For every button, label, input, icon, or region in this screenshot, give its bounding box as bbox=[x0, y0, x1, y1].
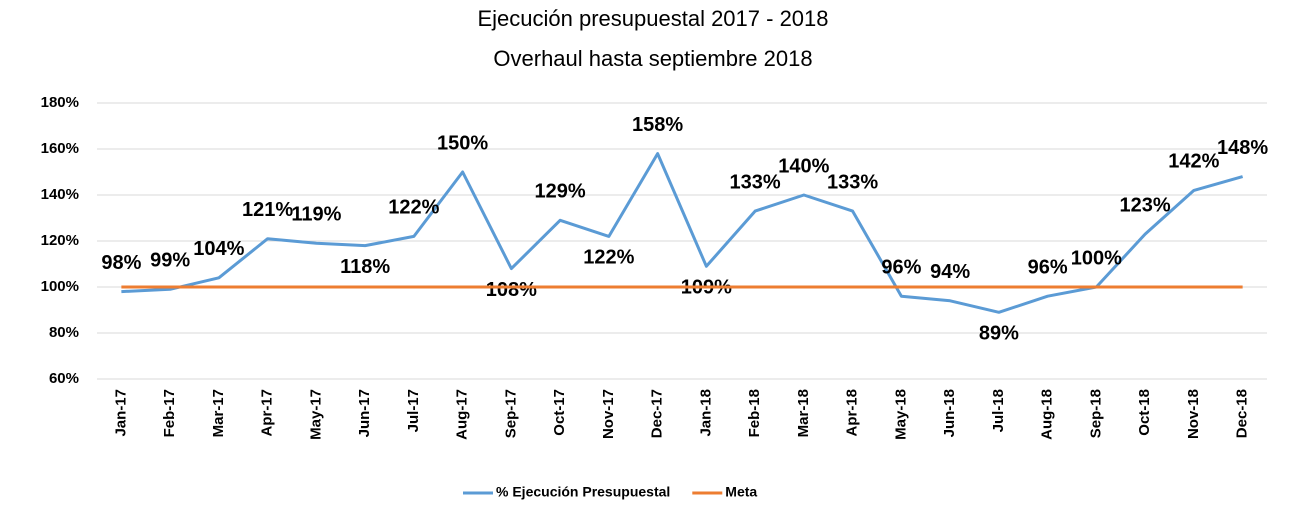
x-tick-label: Mar-18 bbox=[795, 389, 812, 437]
x-tick-label: Oct-17 bbox=[551, 389, 568, 436]
x-tick-label: Jul-18 bbox=[990, 389, 1007, 432]
data-label: 104% bbox=[193, 238, 244, 260]
x-tick-label: Dec-17 bbox=[649, 389, 666, 438]
y-tick-label: 100% bbox=[41, 278, 79, 295]
data-label: 140% bbox=[778, 155, 829, 177]
data-label: 122% bbox=[388, 197, 439, 219]
data-label: 118% bbox=[340, 256, 390, 278]
x-tick-label: Jan-17 bbox=[112, 389, 129, 437]
x-tick-label: Jun-18 bbox=[941, 389, 958, 437]
x-tick-label: Feb-18 bbox=[746, 389, 763, 437]
data-label: 96% bbox=[881, 256, 921, 278]
y-tick-label: 120% bbox=[41, 232, 79, 249]
x-tick-label: Feb-17 bbox=[161, 389, 178, 437]
data-label: 99% bbox=[150, 250, 190, 272]
data-label: 100% bbox=[1071, 247, 1122, 269]
x-tick-label: Jun-17 bbox=[356, 389, 373, 437]
data-label: 158% bbox=[632, 114, 683, 136]
x-tick-label: Apr-18 bbox=[844, 389, 861, 437]
data-label: 122% bbox=[583, 247, 634, 269]
x-tick-label: Sep-18 bbox=[1087, 389, 1104, 438]
x-tick-label: Sep-17 bbox=[502, 389, 519, 438]
y-tick-label: 140% bbox=[41, 186, 79, 203]
x-tick-label: Mar-17 bbox=[210, 389, 227, 437]
data-label: 123% bbox=[1120, 194, 1171, 216]
y-tick-label: 80% bbox=[49, 324, 79, 341]
x-tick-label: Dec-18 bbox=[1234, 389, 1251, 438]
data-label: 129% bbox=[535, 181, 586, 203]
chart-subtitle: Overhaul hasta septiembre 2018 bbox=[493, 46, 812, 71]
data-label: 133% bbox=[730, 171, 781, 193]
x-tick-label: Apr-17 bbox=[259, 389, 276, 437]
data-label: 98% bbox=[101, 252, 141, 274]
data-label: 148% bbox=[1217, 137, 1268, 159]
chart-title: Ejecución presupuestal 2017 - 2018 bbox=[477, 6, 828, 31]
data-label: 121% bbox=[242, 199, 293, 221]
x-tick-label: Aug-18 bbox=[1039, 389, 1056, 440]
data-label: 119% bbox=[291, 204, 341, 226]
legend-label: % Ejecución Presupuestal bbox=[496, 484, 670, 500]
data-label: 142% bbox=[1168, 151, 1219, 173]
data-label: 150% bbox=[437, 132, 488, 154]
y-tick-label: 160% bbox=[41, 140, 79, 157]
legend-label: Meta bbox=[725, 484, 757, 500]
data-label: 89% bbox=[979, 323, 1019, 345]
x-tick-label: Aug-17 bbox=[454, 389, 471, 440]
x-tick-label: May-17 bbox=[307, 389, 324, 440]
x-tick-label: Nov-17 bbox=[600, 389, 617, 439]
data-label: 96% bbox=[1028, 256, 1068, 278]
x-tick-label: Nov-18 bbox=[1185, 389, 1202, 439]
y-tick-label: 180% bbox=[41, 94, 79, 111]
data-label: 133% bbox=[827, 171, 878, 193]
y-tick-label: 60% bbox=[49, 370, 79, 387]
x-tick-label: Jul-17 bbox=[405, 389, 422, 432]
x-tick-label: Oct-18 bbox=[1136, 389, 1153, 436]
x-tick-label: Jan-18 bbox=[697, 389, 714, 437]
data-label: 108% bbox=[486, 279, 537, 301]
series-line bbox=[121, 152, 1244, 314]
x-tick-label: May-18 bbox=[892, 389, 909, 440]
data-label: 94% bbox=[930, 261, 970, 283]
